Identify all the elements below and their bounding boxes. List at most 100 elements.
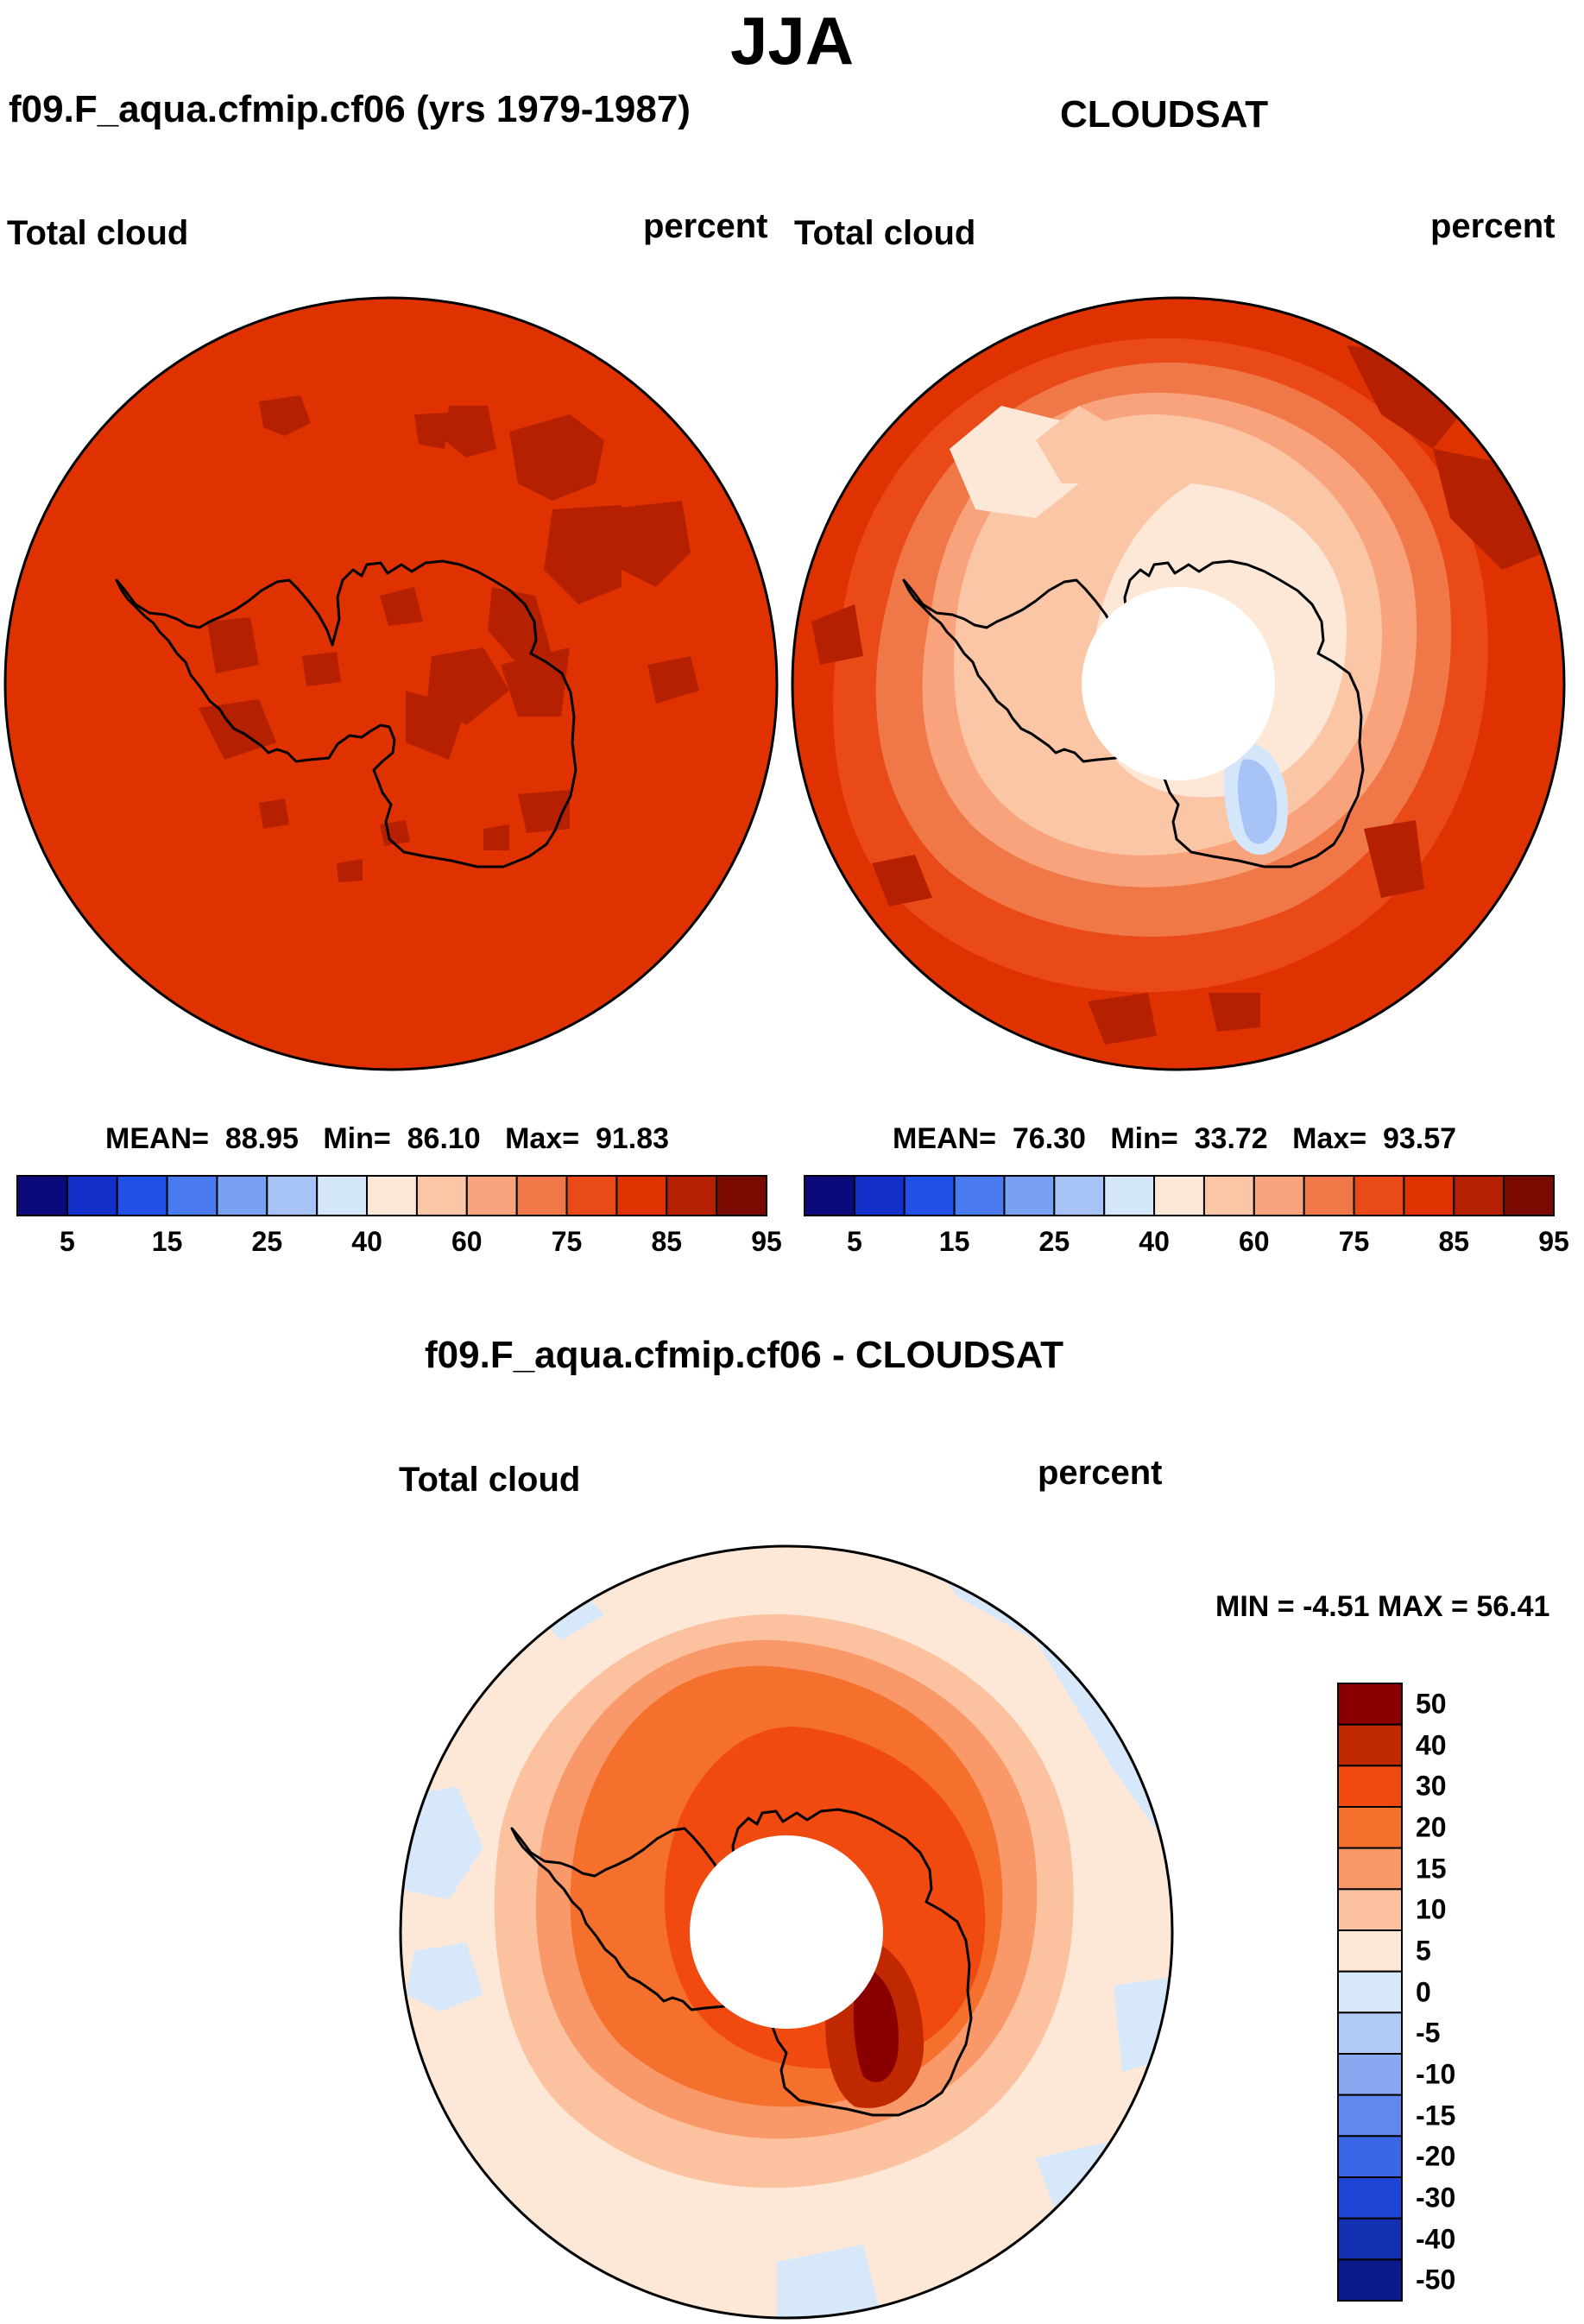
- colorbar-left-tick-label: 25: [251, 1226, 283, 1257]
- colorbar-diff-swatch: [1337, 1888, 1403, 1931]
- obs-panel-title: CLOUDSAT: [1060, 93, 1269, 136]
- diff-min-label: MIN =: [1215, 1590, 1295, 1623]
- colorbar-diff-tick-label: 40: [1416, 1729, 1447, 1760]
- figure-title: JJA: [729, 3, 855, 79]
- colorbar-right-tick-label: 5: [846, 1226, 862, 1257]
- obs-polar-gap: [1082, 587, 1275, 780]
- colorbar-right-swatch: [804, 1175, 855, 1216]
- colorbar-left-tick-label: 40: [351, 1226, 382, 1257]
- diff-map: [399, 1544, 1174, 2320]
- colorbar-left-swatch: [16, 1175, 68, 1216]
- obs-map: [791, 296, 1566, 1071]
- obs-mean-label: MEAN=: [893, 1122, 996, 1155]
- colorbar-left: [16, 1175, 768, 1216]
- colorbar-diff-swatch: [1337, 1929, 1403, 1973]
- diff-variable-label: Total cloud: [399, 1461, 581, 1499]
- colorbar-left-swatch: [415, 1175, 468, 1216]
- colorbar-right-swatch: [1353, 1175, 1405, 1216]
- model-panel-title: f09.F_aqua.cfmip.cf06 (yrs 1979-1987): [9, 88, 691, 130]
- colorbar-diff-tick-label: -15: [1416, 2100, 1456, 2131]
- colorbar-diff-tick-label: 20: [1416, 1811, 1447, 1843]
- colorbar-right-swatch: [953, 1175, 1006, 1216]
- colorbar-diff-swatch: [1337, 1806, 1403, 1849]
- colorbar-right-swatch: [1103, 1175, 1156, 1216]
- colorbar-left-tick-label: 85: [651, 1226, 683, 1257]
- model-mean-value: 88.95: [224, 1122, 299, 1155]
- colorbar-diff-swatch: [1337, 2053, 1403, 2096]
- obs-min-value: 33.72: [1194, 1122, 1268, 1155]
- colorbar-right: [804, 1175, 1555, 1216]
- colorbar-diff-swatch: [1337, 2011, 1403, 2055]
- colorbar-right-tick-label: 95: [1538, 1226, 1569, 1257]
- colorbar-diff-tick-label: -10: [1416, 2058, 1456, 2090]
- model-min-value: 86.10: [407, 1122, 481, 1155]
- colorbar-right-swatch: [1202, 1175, 1255, 1216]
- obs-mean-value: 76.30: [1012, 1122, 1086, 1155]
- colorbar-diff-swatch: [1337, 2258, 1403, 2302]
- model-max-value: 91.83: [595, 1122, 670, 1155]
- colorbar-left-swatch: [615, 1175, 668, 1216]
- obs-max-label: Max=: [1292, 1122, 1367, 1155]
- obs-patch-30-40: [1238, 759, 1278, 844]
- colorbar-diff-tick-label: -5: [1416, 2017, 1441, 2049]
- obs-variable-label: Total cloud: [794, 214, 976, 252]
- colorbar-diff-tick-label: -30: [1416, 2182, 1456, 2213]
- obs-patch-west-2: [1036, 406, 1122, 483]
- colorbar-right-tick-label: 60: [1239, 1226, 1270, 1257]
- colorbar-diff-tick-label: -40: [1416, 2223, 1456, 2254]
- colorbar-diff-tick-label: -50: [1416, 2264, 1456, 2296]
- colorbar-diff-swatch: [1337, 1765, 1403, 1809]
- obs-stats: MEAN= 76.30 Min= 33.72 Max= 93.57: [893, 1122, 1456, 1156]
- colorbar-diff-tick-label: 0: [1416, 1976, 1431, 2007]
- colorbar-diff-swatch: [1337, 1723, 1403, 1767]
- colorbar-right-tick-label: 40: [1139, 1226, 1170, 1257]
- colorbar-right-swatch: [1403, 1175, 1455, 1216]
- colorbar-right-swatch: [903, 1175, 956, 1216]
- colorbar-right-tick-label: 75: [1338, 1226, 1370, 1257]
- obs-min-label: Min=: [1110, 1122, 1178, 1155]
- colorbar-left-swatch: [716, 1175, 768, 1216]
- diff-max-value: 56.41: [1476, 1590, 1550, 1623]
- colorbar-left-swatch: [116, 1175, 168, 1216]
- diff-polar-gap: [690, 1835, 883, 2029]
- colorbar-left-swatch: [66, 1175, 118, 1216]
- colorbar-left-swatch: [366, 1175, 418, 1216]
- colorbar-right-swatch: [1253, 1175, 1305, 1216]
- diff-units-label: percent: [1038, 1454, 1163, 1492]
- model-max-label: Max=: [505, 1122, 580, 1155]
- colorbar-diff-tick-label: 15: [1416, 1853, 1447, 1884]
- diff-min-value: -4.51: [1303, 1590, 1370, 1623]
- colorbar-diff-swatch: [1337, 2176, 1403, 2220]
- colorbar-right-tick-label: 85: [1438, 1226, 1470, 1257]
- colorbar-diff-swatch: [1337, 2217, 1403, 2261]
- colorbar-diff-tick-label: 5: [1416, 1935, 1431, 1967]
- colorbar-diff-tick-label: -20: [1416, 2140, 1456, 2172]
- model-units-label: percent: [643, 207, 768, 245]
- colorbar-left-swatch: [166, 1175, 218, 1216]
- colorbar-diff-swatch: [1337, 2135, 1403, 2178]
- colorbar-left-tick-label: 60: [451, 1226, 483, 1257]
- diff-ring-40-50: [853, 1968, 899, 2082]
- colorbar-diff-tick-label: 50: [1416, 1688, 1447, 1720]
- colorbar-left-swatch: [216, 1175, 268, 1216]
- model-stats: MEAN= 88.95 Min= 86.10 Max= 91.83: [105, 1122, 669, 1156]
- colorbar-left-swatch: [465, 1175, 518, 1216]
- model-field-85-90: [5, 298, 777, 1070]
- colorbar-right-swatch: [1453, 1175, 1505, 1216]
- diff-panel-title: f09.F_aqua.cfmip.cf06 - CLOUDSAT: [425, 1334, 1063, 1376]
- model-variable-label: Total cloud: [7, 214, 189, 252]
- colorbar-right-swatch: [1053, 1175, 1106, 1216]
- diff-minmax: MIN = -4.51 MAX = 56.41: [1215, 1590, 1549, 1624]
- colorbar-left-swatch: [266, 1175, 319, 1216]
- colorbar-left-tick-label: 15: [151, 1226, 183, 1257]
- colorbar-left-swatch: [565, 1175, 618, 1216]
- colorbar-right-swatch: [1503, 1175, 1555, 1216]
- obs-units-label: percent: [1430, 207, 1556, 245]
- colorbar-diff-tick-label: 10: [1416, 1893, 1447, 1925]
- model-min-label: Min=: [323, 1122, 391, 1155]
- colorbar-right-swatch: [1003, 1175, 1056, 1216]
- colorbar-left-tick-label: 5: [59, 1226, 75, 1257]
- colorbar-left-swatch: [515, 1175, 568, 1216]
- colorbar-diff-swatch: [1337, 1847, 1403, 1891]
- colorbar-right-swatch: [1153, 1175, 1205, 1216]
